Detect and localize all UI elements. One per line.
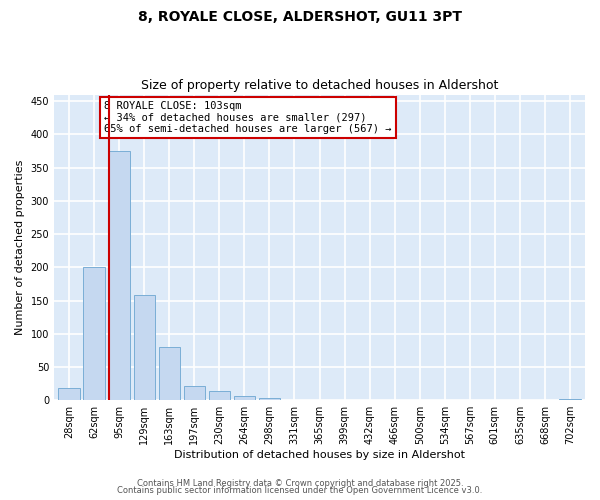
- Text: Contains public sector information licensed under the Open Government Licence v3: Contains public sector information licen…: [118, 486, 482, 495]
- Bar: [184, 386, 205, 400]
- Bar: [58, 388, 80, 400]
- X-axis label: Distribution of detached houses by size in Aldershot: Distribution of detached houses by size …: [174, 450, 465, 460]
- Bar: [559, 399, 581, 400]
- Text: 8 ROYALE CLOSE: 103sqm
← 34% of detached houses are smaller (297)
65% of semi-de: 8 ROYALE CLOSE: 103sqm ← 34% of detached…: [104, 100, 392, 134]
- Bar: [83, 268, 105, 400]
- Bar: [134, 295, 155, 400]
- Y-axis label: Number of detached properties: Number of detached properties: [15, 160, 25, 335]
- Bar: [234, 396, 255, 400]
- Bar: [259, 398, 280, 400]
- Text: 8, ROYALE CLOSE, ALDERSHOT, GU11 3PT: 8, ROYALE CLOSE, ALDERSHOT, GU11 3PT: [138, 10, 462, 24]
- Title: Size of property relative to detached houses in Aldershot: Size of property relative to detached ho…: [141, 79, 498, 92]
- Text: Contains HM Land Registry data © Crown copyright and database right 2025.: Contains HM Land Registry data © Crown c…: [137, 478, 463, 488]
- Bar: [109, 151, 130, 400]
- Bar: [209, 391, 230, 400]
- Bar: [158, 347, 180, 400]
